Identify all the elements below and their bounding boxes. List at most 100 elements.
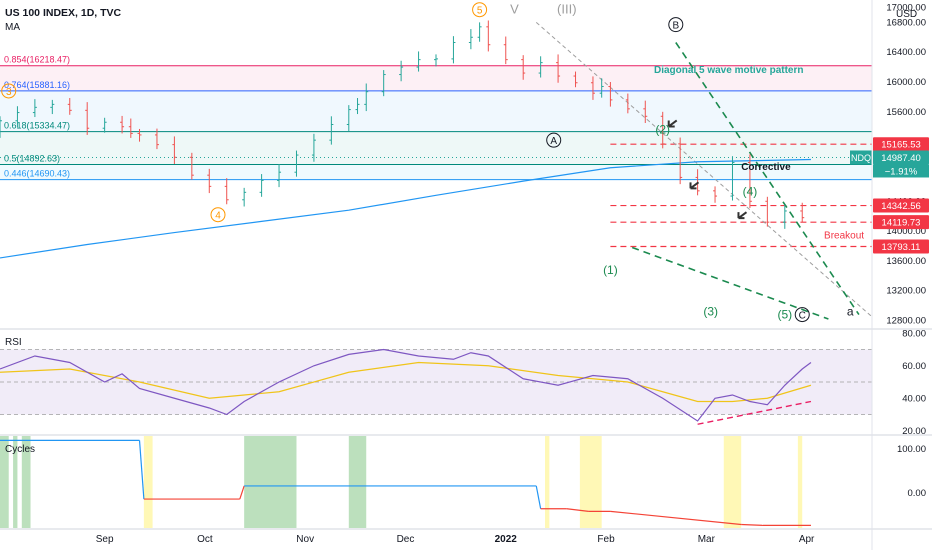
x-tick-label: Mar — [698, 534, 716, 545]
rsi-tick-label: 60.00 — [902, 361, 926, 372]
moving-average-line — [0, 158, 811, 259]
price-tick-label: 14000.00 — [886, 226, 926, 237]
price-label-text: 15165.53 — [881, 140, 921, 151]
cycles-line-segment — [535, 485, 542, 509]
price-label-text: 14119.73 — [882, 218, 921, 229]
cycles-pane[interactable]: 100.00 0.00 — [0, 436, 926, 528]
price-tick-label: 13200.00 — [886, 286, 926, 297]
fib-zone — [0, 164, 872, 180]
cycle-highlight — [348, 436, 367, 528]
cycle-highlight — [723, 436, 742, 528]
wave-label: 3 — [6, 87, 12, 98]
cycle-highlight — [21, 436, 31, 528]
price-label-box — [873, 150, 929, 165]
trend-line — [535, 21, 873, 318]
x-tick-label: 2022 — [495, 534, 518, 545]
fib-level-label: 0.446(14690.43) — [4, 169, 70, 179]
cycles-tick-label: 0.00 — [908, 488, 927, 499]
wave-label: (1) — [603, 263, 618, 277]
price-label-text: 14342.56 — [881, 201, 921, 212]
cycles-line-segment — [239, 485, 245, 500]
price-label-box — [873, 137, 929, 152]
series-tag-box — [850, 150, 872, 165]
price-label-text: 14987.40 — [881, 153, 921, 164]
fib-level-label: 0.5(14892.63) — [4, 154, 60, 164]
x-tick-label: Apr — [799, 534, 815, 545]
cycle-highlight — [244, 436, 297, 528]
wave-label-circle — [1, 83, 17, 99]
wave-label: (III) — [557, 2, 577, 17]
x-tick-label: Dec — [397, 534, 415, 545]
currency-label: USD — [896, 9, 917, 20]
chart-title: US 100 INDEX, 1D, TVC — [5, 7, 122, 19]
price-label-box — [873, 239, 929, 254]
arrow-icon — [667, 119, 678, 128]
rsi-pane[interactable]: 80.00 60.00 40.00 20.00 — [0, 328, 926, 437]
x-tick-label: Sep — [96, 534, 114, 545]
arrow-icon — [689, 181, 700, 190]
price-tick-label: 15600.00 — [886, 107, 926, 118]
wave-label: V — [510, 2, 519, 17]
price-pane[interactable]: 0.854(16218.47) 0.764(15881.16) 0.618(1533… — [0, 0, 932, 328]
fib-zone — [0, 90, 872, 132]
rsi-tick-label: 40.00 — [902, 393, 926, 404]
wave-label: 5 — [477, 6, 483, 17]
cycles-line-segment — [741, 523, 764, 526]
change-box — [873, 164, 929, 178]
fib-level-label: 0.618(15334.47) — [4, 121, 70, 131]
indicator-label-ma: MA — [5, 22, 20, 33]
x-tick-label: Feb — [597, 534, 615, 545]
price-tick-label: 13600.00 — [886, 256, 926, 267]
annotation-breakout: Breakout — [824, 231, 864, 242]
wave-label-circle — [210, 207, 226, 223]
wave-label: A — [550, 136, 557, 147]
wave-label-circle — [668, 17, 684, 33]
cycle-highlight — [797, 436, 803, 528]
price-label-box — [873, 198, 929, 213]
cycles-tick-label: 100.00 — [897, 444, 926, 455]
annotation-diagonal-pattern: Diagonal 5 wave motive pattern — [654, 65, 804, 76]
cycle-highlight — [143, 436, 153, 528]
rsi-tick-label: 80.00 — [902, 328, 926, 339]
rsi-line — [0, 348, 812, 422]
annotation-corrective: Corrective — [741, 162, 791, 173]
cycles-line-segment — [610, 510, 742, 526]
price-tick-label: 12800.00 — [886, 316, 926, 327]
cycles-line-segment — [138, 440, 145, 500]
wave-label: (4) — [743, 185, 758, 199]
rsi-tick-label: 20.00 — [902, 426, 926, 437]
x-axis: Sep Oct Nov Dec 2022 Feb Mar Apr — [96, 534, 815, 545]
price-label-box — [873, 215, 929, 230]
arrow-icon — [737, 211, 748, 220]
wave-label-circle — [546, 132, 562, 148]
fib-zone — [0, 131, 872, 165]
wave-label: (3) — [703, 305, 718, 319]
trend-line — [675, 42, 860, 316]
fib-level-label: 0.854(16218.47) — [4, 55, 70, 65]
change-percent: −1.91% — [885, 166, 918, 177]
wave-label: B — [672, 21, 679, 32]
wave-label: a — [847, 305, 854, 319]
rsi-pane-title: RSI — [5, 337, 22, 348]
wave-label: (5) — [777, 308, 792, 322]
cycle-highlight — [545, 436, 550, 528]
price-tick-label: 16400.00 — [886, 47, 926, 58]
rsi-ma-line — [0, 361, 812, 403]
cycle-highlight — [579, 436, 602, 528]
x-tick-label: Nov — [296, 534, 314, 545]
wave-label: C — [799, 311, 806, 322]
cycle-highlight — [0, 436, 9, 528]
cycles-line-segment — [566, 508, 589, 512]
x-tick-label: Oct — [197, 534, 213, 545]
price-tick-label: 17000.00 — [886, 2, 926, 13]
series-tag-ndq: NDQ — [851, 153, 871, 163]
trend-line — [631, 246, 829, 320]
price-tick-label: 16000.00 — [886, 77, 926, 88]
wave-label-circle — [472, 2, 488, 18]
price-label-text: 13793.11 — [882, 242, 921, 253]
cycle-highlight — [13, 436, 18, 528]
cycles-pane-title: Cycles — [5, 444, 35, 455]
price-tick-label: 16800.00 — [886, 17, 926, 28]
